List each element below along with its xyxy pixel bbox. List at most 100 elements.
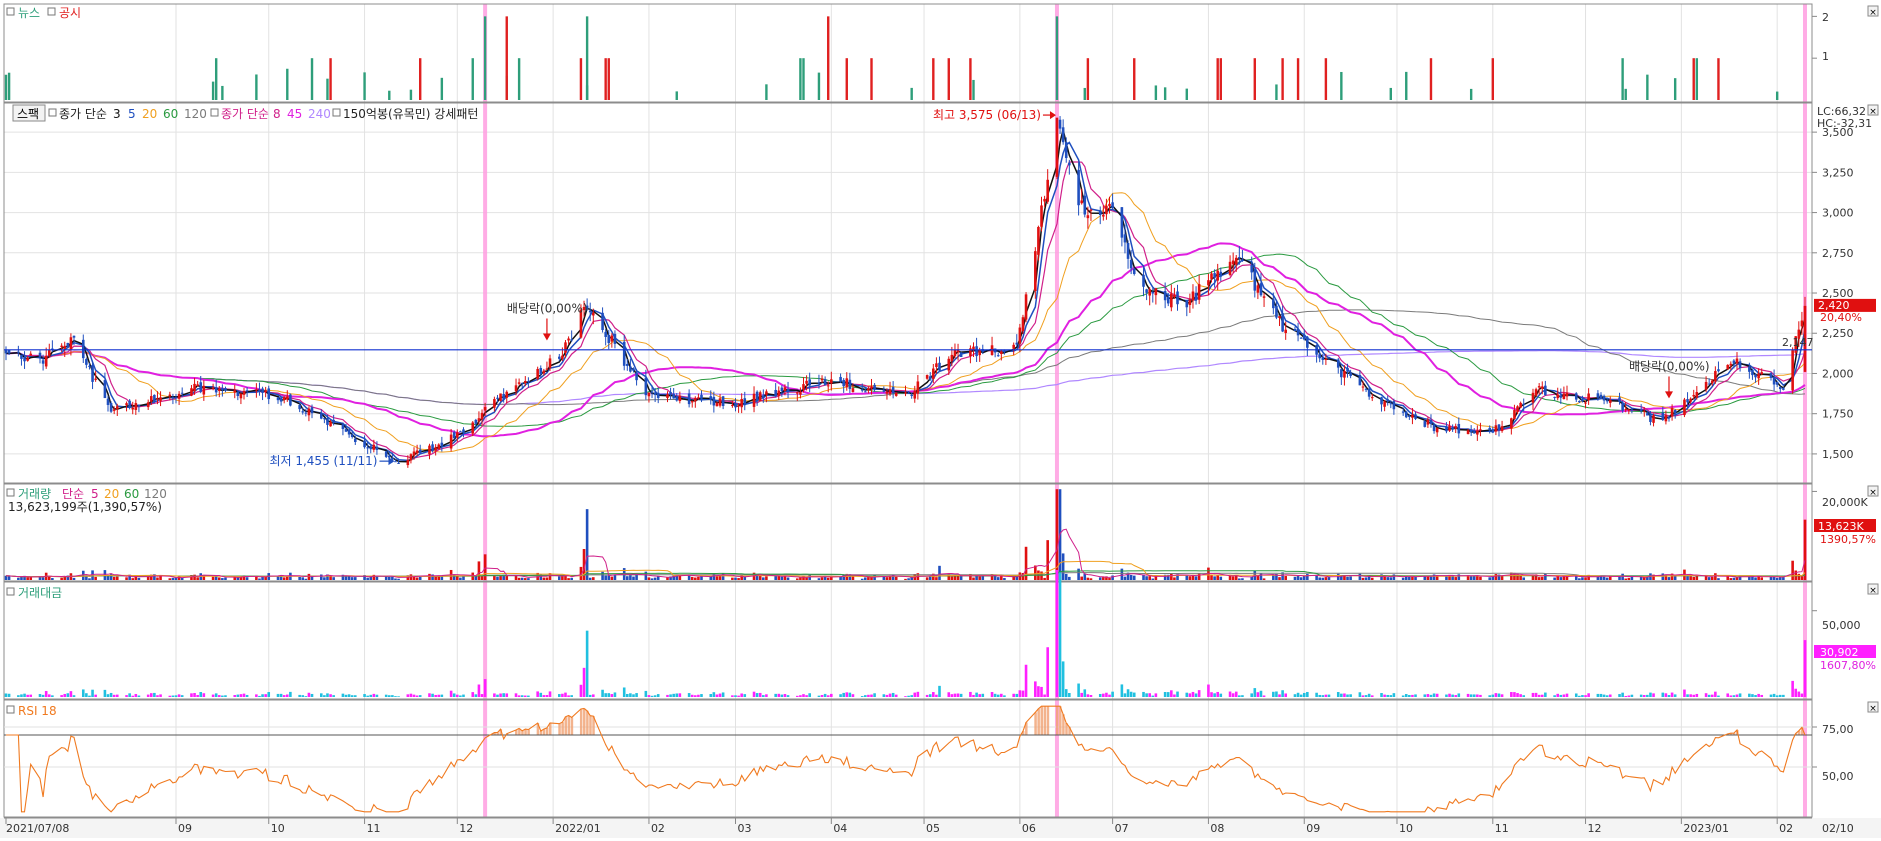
- spac-toggle-button[interactable]: [12, 104, 46, 122]
- amount-panel-close-icon[interactable]: ×: [1867, 583, 1879, 596]
- news-bar: [310, 58, 314, 100]
- rsi-panel[interactable]: [3, 699, 1813, 818]
- volume-bar: [718, 575, 722, 580]
- amount-bar: [1132, 692, 1136, 697]
- volume-bar: [1188, 576, 1192, 580]
- volume-bar: [1491, 576, 1495, 580]
- news-panel-close-icon[interactable]: ×: [1867, 5, 1879, 18]
- candle-body: [1145, 289, 1148, 293]
- volume-bar: [1479, 576, 1482, 580]
- candle-body: [319, 413, 323, 419]
- amount-bar: [1383, 694, 1386, 697]
- volume-bar: [610, 576, 614, 580]
- volume-bar: [301, 577, 305, 580]
- amount-bar: [953, 693, 957, 697]
- volume-bar: [1321, 577, 1325, 580]
- candle-body: [1327, 356, 1331, 359]
- volume-panel[interactable]: [3, 483, 1813, 582]
- amount-bar: [233, 695, 237, 697]
- lc-label: LC:66,32: [1817, 105, 1866, 118]
- volume-bar: [1803, 519, 1807, 580]
- amount-bar: [1299, 694, 1303, 697]
- candle-body: [1565, 392, 1569, 397]
- high-annotation: 최고 3,575 (06/13): [933, 108, 1056, 122]
- volume-bar: [694, 577, 697, 580]
- amount-bar: [700, 694, 703, 697]
- candle-body: [406, 460, 410, 466]
- candle-body: [1173, 294, 1176, 298]
- volume-bar: [1618, 575, 1621, 580]
- candle-body: [721, 396, 725, 407]
- disclosure-bar: [932, 58, 935, 100]
- amount-bar: [1757, 693, 1760, 697]
- volume-ma-label: 단순: [62, 487, 84, 501]
- candle-body: [740, 398, 743, 408]
- candle-body: [456, 432, 459, 438]
- price-legend: 스팩 종가 단순 3 5 20 60 120 종가 단순 8 45 240 15…: [12, 104, 478, 122]
- amount-bar: [496, 694, 499, 697]
- amount-legend: 거래대금: [6, 586, 62, 600]
- volume-bar: [1435, 574, 1439, 580]
- amount-bar: [687, 693, 691, 697]
- candle-body: [1639, 409, 1643, 411]
- news-panel[interactable]: [3, 3, 1813, 103]
- amount-bar: [1618, 694, 1621, 697]
- amount-bar: [1324, 694, 1328, 697]
- volume-bar: [66, 575, 70, 580]
- price-panel-close-icon[interactable]: ×: [1867, 104, 1879, 117]
- candle-body: [1346, 367, 1349, 372]
- volume-panel-close-icon[interactable]: ×: [1867, 485, 1879, 498]
- amount-bar: [1370, 695, 1374, 697]
- amount-bar: [830, 693, 833, 697]
- amount-bar: [449, 690, 453, 697]
- rsi-panel-close-icon[interactable]: ×: [1867, 701, 1879, 714]
- volume-bar: [384, 575, 388, 580]
- candle-body: [1797, 329, 1801, 339]
- candle-body: [462, 429, 465, 433]
- amount-bar: [802, 694, 805, 697]
- candle-body: [622, 341, 626, 366]
- volume-bar: [20, 576, 23, 580]
- candle-body: [561, 355, 564, 359]
- amount-bar: [743, 694, 747, 697]
- amount-bar: [1673, 694, 1677, 697]
- amount-bar: [412, 694, 416, 697]
- amount-bar: [1380, 693, 1383, 697]
- candle-body: [1102, 214, 1105, 217]
- candle-body: [1299, 337, 1303, 339]
- amount-bar: [1451, 694, 1454, 697]
- candle-body: [799, 392, 802, 395]
- volume-bar: [483, 554, 487, 580]
- volume-bar: [128, 574, 131, 580]
- volume-bar: [242, 575, 246, 580]
- volume-bar: [972, 577, 975, 580]
- volume-bar: [363, 575, 366, 580]
- candle-body: [669, 391, 672, 395]
- candle-body: [366, 447, 369, 449]
- amount-bar: [610, 694, 614, 697]
- amount-panel[interactable]: [3, 581, 1813, 700]
- disclosure-bar: [1086, 58, 1090, 100]
- amount-bar: [956, 693, 960, 697]
- amount-bar: [1262, 695, 1266, 697]
- amount-bar: [1080, 692, 1083, 697]
- candle-body: [1803, 305, 1807, 372]
- amount-bar: [1717, 695, 1720, 697]
- svg-text:×: ×: [1869, 107, 1877, 117]
- candle-body: [1667, 416, 1671, 418]
- candle-body: [224, 388, 227, 391]
- amount-bar: [1667, 695, 1671, 697]
- candle-body: [261, 388, 264, 393]
- amount-bar: [276, 693, 280, 697]
- candle-body: [332, 419, 335, 423]
- volume-bar: [1411, 576, 1414, 580]
- volume-bar: [653, 577, 657, 580]
- volume-bar: [1340, 575, 1343, 580]
- candle-body: [1423, 421, 1427, 427]
- candle-body: [4, 350, 8, 354]
- volume-bar: [106, 576, 110, 580]
- candle-body: [85, 358, 88, 365]
- candle-body: [149, 396, 153, 402]
- candle-body: [477, 418, 481, 422]
